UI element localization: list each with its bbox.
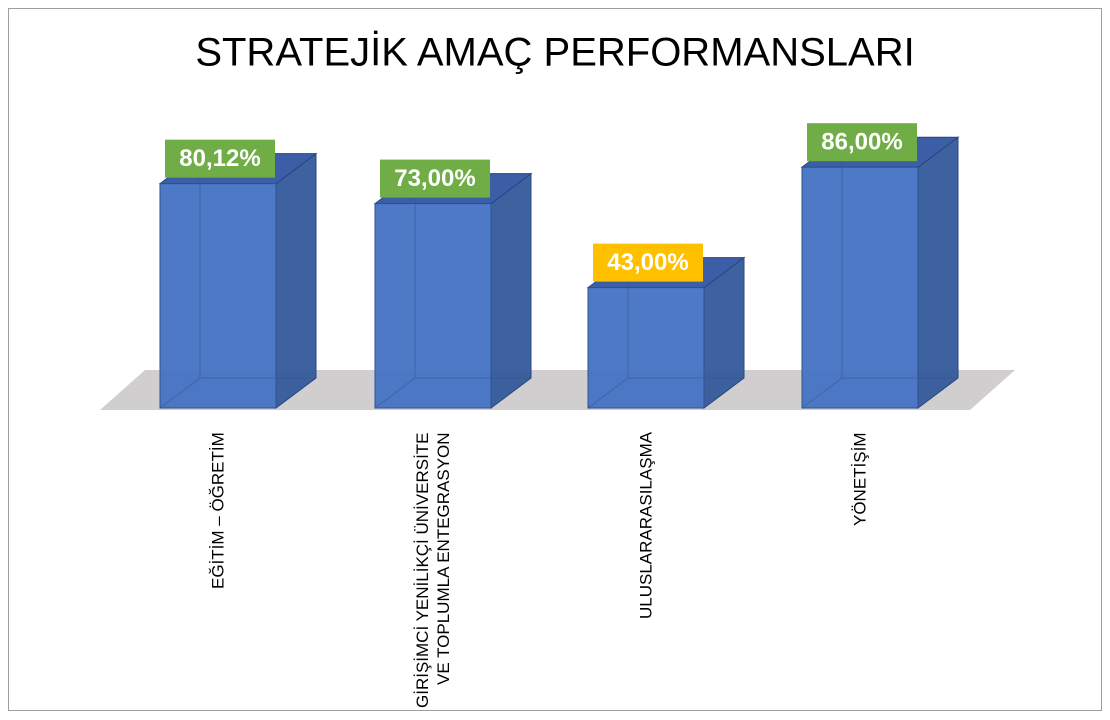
value-label-box — [807, 123, 917, 162]
bar-edge — [587, 377, 629, 409]
x-tick-label: YÖNETİŞİM — [850, 432, 870, 526]
value-label: 80,12% — [179, 145, 260, 172]
floor — [100, 370, 1015, 410]
value-label-box — [165, 139, 275, 178]
value-label: 86,00% — [821, 129, 902, 156]
chart-title: STRATEJİK AMAÇ PERFORMANSLARI — [195, 30, 914, 75]
x-tick-label: EĞİTİM – ÖĞRETİM — [208, 432, 228, 589]
bar-side — [490, 172, 532, 409]
bar — [587, 287, 705, 409]
x-tick-label: ULUSLARARASILAŞMA — [636, 432, 656, 620]
bar-edge — [374, 377, 416, 409]
value-label-box — [380, 159, 490, 198]
value-label: 43,00% — [607, 249, 688, 276]
bar-side — [917, 136, 959, 409]
bar — [801, 166, 919, 409]
value-label: 73,00% — [394, 165, 475, 192]
value-label-box — [593, 243, 703, 282]
bar-edge — [159, 377, 201, 409]
bar — [159, 183, 277, 409]
bar — [374, 203, 492, 409]
bar-edge — [801, 377, 843, 409]
bar-side — [275, 152, 317, 409]
x-tick-label: GİRİŞİMCİ YENİLİKÇİ ÜNİVERSİTE VE TOPLUM… — [412, 432, 453, 708]
